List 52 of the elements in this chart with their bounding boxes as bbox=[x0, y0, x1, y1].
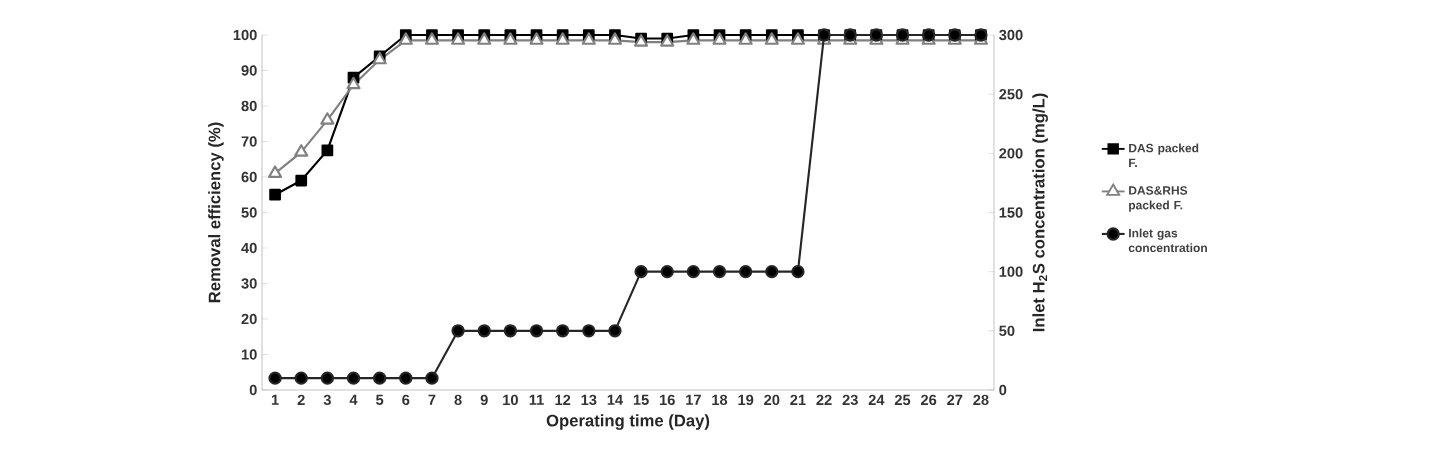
y-tick-label: 100 bbox=[233, 29, 257, 41]
y-tick-label: 90 bbox=[241, 65, 257, 76]
x-tick-label: 16 bbox=[659, 394, 675, 406]
x-tick-label: 9 bbox=[480, 394, 488, 406]
x-tick-label: 10 bbox=[503, 394, 518, 406]
y-axis-title: Removal efficiency (%) bbox=[208, 122, 224, 303]
x-tick-label: 5 bbox=[376, 394, 384, 405]
y-tick-label: 20 bbox=[241, 313, 257, 325]
legend-label: DAS&RHS packed F. bbox=[1129, 186, 1188, 212]
y-tick-label: 70 bbox=[241, 136, 257, 147]
x-tick-label: 8 bbox=[454, 394, 462, 406]
x-tick-label: 20 bbox=[764, 394, 780, 406]
y-tick-label: 80 bbox=[241, 100, 257, 112]
x-tick-label: 7 bbox=[428, 394, 436, 405]
x-tick-label: 24 bbox=[868, 394, 885, 405]
x-tick-label: 22 bbox=[816, 394, 832, 405]
x-tick-label: 13 bbox=[581, 394, 597, 406]
x-tick-label: 28 bbox=[973, 394, 989, 406]
y2-axis-title: Inlet H$_{2}$S concentration (mg/L) bbox=[1032, 93, 1048, 332]
x-tick-label: 25 bbox=[894, 394, 911, 406]
y2-tick-label: 250 bbox=[999, 88, 1023, 100]
x-tick-label: 26 bbox=[920, 394, 937, 406]
x-tick-label: 27 bbox=[947, 394, 963, 405]
x-tick-label: 2 bbox=[297, 394, 305, 405]
y-tick-label: 60 bbox=[241, 171, 257, 183]
x-tick-label: 4 bbox=[349, 394, 358, 405]
x-tick-label: 21 bbox=[790, 394, 806, 405]
x-tick-label: 3 bbox=[323, 394, 331, 406]
x-tick-label: 23 bbox=[842, 394, 858, 406]
x-tick-label: 15 bbox=[633, 394, 649, 405]
y-tick-label: 10 bbox=[241, 349, 257, 360]
y2-tick-label: 50 bbox=[999, 325, 1015, 337]
x-tick-label: 6 bbox=[402, 394, 410, 406]
y-tick-label: 40 bbox=[241, 242, 257, 254]
y-tick-label: 50 bbox=[241, 207, 257, 218]
x-axis-title: Operating time (Day) bbox=[546, 414, 710, 430]
y2-tick-label: 150 bbox=[999, 207, 1023, 218]
y-tick-label: 0 bbox=[249, 384, 257, 396]
legend-label: DAS packed F. bbox=[1129, 143, 1199, 167]
y2-tick-label: 300 bbox=[999, 29, 1023, 41]
x-tick-label: 19 bbox=[738, 394, 754, 406]
y2-tick-label: 200 bbox=[999, 148, 1023, 159]
x-tick-label: 14 bbox=[607, 394, 624, 405]
x-tick-label: 12 bbox=[555, 394, 571, 405]
y2-tick-label: 0 bbox=[999, 384, 1007, 396]
x-tick-label: 17 bbox=[686, 394, 701, 405]
y-tick-label: 30 bbox=[241, 278, 257, 289]
x-tick-label: 18 bbox=[712, 394, 728, 406]
x-tick-label: 1 bbox=[271, 394, 279, 405]
legend-label: Inlet gas concentration bbox=[1128, 228, 1207, 253]
x-tick-label: 11 bbox=[529, 394, 544, 405]
y2-tick-label: 100 bbox=[999, 266, 1023, 277]
